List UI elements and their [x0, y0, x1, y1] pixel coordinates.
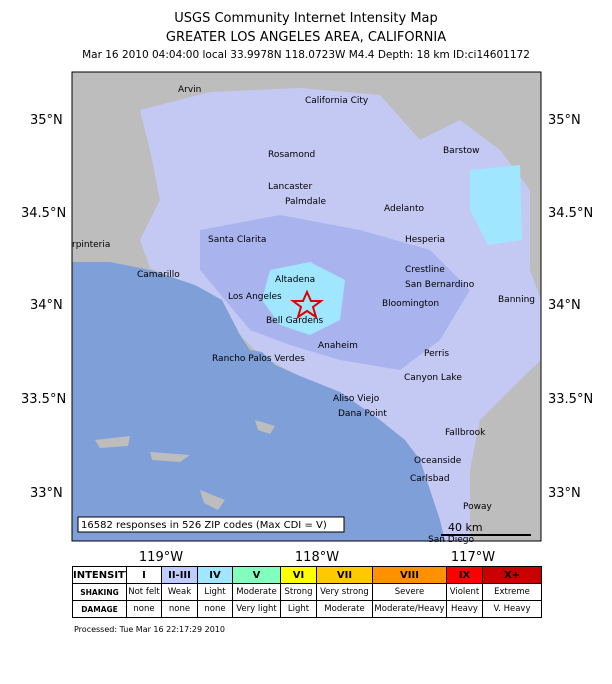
shaking-cell: Not felt	[126, 583, 162, 601]
city-label: Santa Clarita	[208, 235, 266, 245]
city-label: Fallbrook	[445, 428, 486, 438]
city-label: Rosamond	[268, 150, 315, 160]
responses-note: 16582 responses in 526 ZIP codes (Max CD…	[81, 520, 327, 531]
city-label: San Diego	[428, 535, 474, 545]
intensity-legend: INTENSITY I II-III IV V VI VII VIII IX X+ SHAKING…	[72, 566, 542, 618]
lat-label: 34°N	[548, 298, 581, 313]
epicenter	[290, 289, 324, 320]
shaking-cell: Moderate	[232, 583, 281, 601]
city-label: Bloomington	[382, 299, 439, 309]
city-label: Lancaster	[268, 182, 312, 192]
scale-label: 40 km	[448, 521, 483, 534]
intensity-cell: II-III	[161, 566, 198, 584]
city-label: Camarillo	[137, 270, 180, 280]
city-label: Banning	[498, 295, 535, 305]
lat-labels: 35°N 34.5°N 34°N 33.5°N 33°N 35°N 34.5°N…	[21, 113, 593, 565]
city-label: Aliso Viejo	[333, 394, 380, 404]
city-label: Poway	[463, 502, 492, 512]
shaking-cell: Light	[197, 583, 233, 601]
lat-label: 33.5°N	[548, 392, 593, 407]
subtitle: GREATER LOS ANGELES AREA, CALIFORNIA	[166, 30, 446, 45]
city-label: Carlsbad	[410, 474, 450, 484]
city-label: Crestline	[405, 265, 445, 275]
city-label: Altadena	[275, 275, 315, 285]
shaking-cell: Violent	[446, 583, 483, 601]
damage-cell: none	[197, 600, 233, 618]
shaking-cell: Very strong	[316, 583, 373, 601]
processed-note: Processed: Tue Mar 16 22:17:29 2010	[74, 625, 225, 634]
map: Arvin California City Rosamond Barstow L…	[71, 71, 542, 545]
intensity-cell: X+	[482, 566, 542, 584]
intensity-cell: V	[232, 566, 281, 584]
responses-box	[77, 516, 345, 533]
shaking-cell: Weak	[161, 583, 198, 601]
ocean	[72, 262, 445, 541]
row-header: INTENSITY	[72, 566, 127, 584]
damage-cell: Moderate/Heavy	[372, 600, 447, 618]
lon-label: 119°W	[139, 550, 183, 565]
event-info: Mar 16 2010 04:04:00 local 33.9978N 118.…	[82, 49, 530, 61]
lat-label: 33°N	[548, 486, 581, 501]
intensity-cell: VI	[280, 566, 317, 584]
damage-cell: none	[126, 600, 162, 618]
intensity-cell: I	[126, 566, 162, 584]
city-label: Anaheim	[318, 341, 358, 351]
city-label: San Bernardino	[405, 280, 475, 290]
damage-cell: V. Heavy	[482, 600, 542, 618]
intensity-cell: VII	[316, 566, 373, 584]
island	[255, 420, 275, 434]
shaking-cell: Severe	[372, 583, 447, 601]
title: USGS Community Internet Intensity Map	[174, 11, 438, 26]
city-label: California City	[305, 96, 369, 106]
city-label: Palmdale	[285, 197, 327, 207]
damage-cell: Heavy	[446, 600, 483, 618]
city-label: Hesperia	[405, 235, 445, 245]
intensity-cell: IV	[197, 566, 233, 584]
shaking-cell: Extreme	[482, 583, 542, 601]
city-label: Canyon Lake	[404, 373, 462, 383]
island	[200, 490, 225, 510]
city-label: Oceanside	[414, 456, 462, 466]
damage-cell: Moderate	[316, 600, 373, 618]
city-label: Arvin	[178, 85, 201, 95]
island	[95, 436, 130, 448]
lat-label: 35°N	[30, 113, 63, 128]
zip-region-iv	[470, 165, 522, 245]
lon-label: 117°W	[451, 550, 495, 565]
city-label: Dana Point	[338, 409, 387, 419]
city-label: Los Angeles	[228, 292, 282, 302]
lat-label: 34.5°N	[548, 206, 593, 221]
lon-label: 118°W	[295, 550, 339, 565]
shaking-cell: Strong	[280, 583, 317, 601]
city-label: Perris	[424, 349, 449, 359]
map-frame	[71, 71, 542, 542]
lat-label: 34°N	[30, 298, 63, 313]
damage-cell: Light	[280, 600, 317, 618]
island	[150, 452, 190, 462]
intensity-cell: VIII	[372, 566, 447, 584]
intensity-cell: IX	[446, 566, 483, 584]
lat-label: 34.5°N	[21, 206, 66, 221]
row-header: SHAKING	[72, 583, 127, 601]
lat-label: 33.5°N	[21, 392, 66, 407]
damage-cell: Very light	[232, 600, 281, 618]
city-label: Rancho Palos Verdes	[212, 354, 305, 364]
city-label: Adelanto	[384, 204, 424, 214]
row-header: DAMAGE	[72, 600, 127, 618]
damage-cell: none	[161, 600, 198, 618]
lat-label: 33°N	[30, 486, 63, 501]
city-label: Barstow	[443, 146, 479, 156]
city-label: Bell Gardens	[266, 316, 324, 326]
lat-label: 35°N	[548, 113, 581, 128]
city-label: rpinteria	[72, 240, 110, 250]
